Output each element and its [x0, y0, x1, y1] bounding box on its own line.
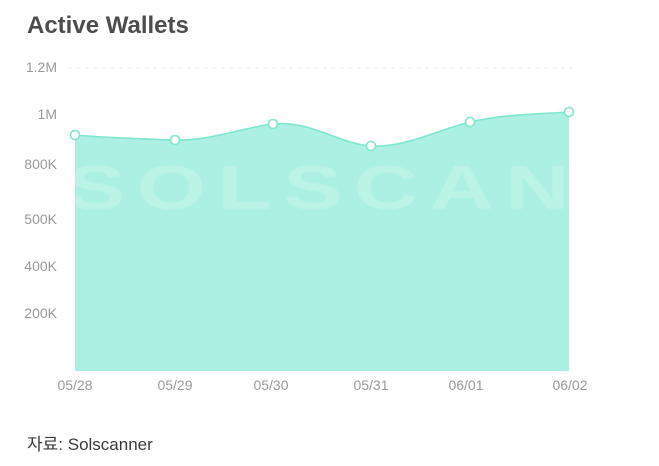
svg-text:05/31: 05/31	[353, 377, 388, 393]
svg-text:05/29: 05/29	[157, 377, 192, 393]
svg-text:06/01: 06/01	[448, 377, 483, 393]
svg-text:1.2M: 1.2M	[26, 59, 57, 75]
svg-text:200K: 200K	[24, 305, 57, 321]
svg-text:06/02: 06/02	[552, 377, 587, 393]
svg-text:1M: 1M	[38, 106, 57, 122]
svg-text:800K: 800K	[24, 156, 57, 172]
svg-text:500K: 500K	[24, 211, 57, 227]
svg-text:05/30: 05/30	[253, 377, 288, 393]
svg-text:SOLSCAN: SOLSCAN	[66, 154, 581, 223]
svg-text:05/28: 05/28	[57, 377, 92, 393]
svg-text:400K: 400K	[24, 258, 57, 274]
